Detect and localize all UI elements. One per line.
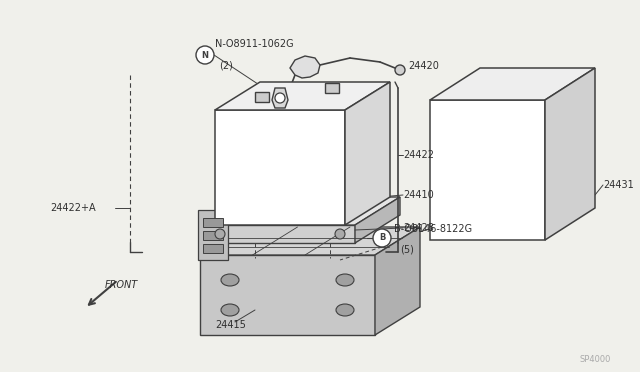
Text: B: B [379,234,385,243]
Polygon shape [290,56,320,78]
Bar [430,100,545,240]
Circle shape [196,46,214,64]
Polygon shape [215,82,390,110]
Circle shape [275,93,285,103]
Bar [255,92,269,102]
Circle shape [373,229,391,247]
Polygon shape [205,197,400,225]
Text: SP4000: SP4000 [580,356,611,365]
Ellipse shape [336,304,354,316]
Polygon shape [375,227,420,335]
Bar [205,225,355,243]
Circle shape [395,65,405,75]
Text: 24422+A: 24422+A [50,203,95,213]
Circle shape [215,229,225,239]
Polygon shape [545,68,595,240]
Polygon shape [200,227,420,255]
Circle shape [335,229,345,239]
Text: 24431: 24431 [603,180,634,190]
Text: (2): (2) [219,60,233,70]
Polygon shape [355,197,400,243]
Polygon shape [430,68,595,100]
Text: N­O8911-1062G: N­O8911-1062G [215,39,294,49]
Ellipse shape [336,274,354,286]
Bar [203,244,223,253]
Text: N: N [202,51,209,60]
Polygon shape [272,88,288,108]
Bar [215,110,345,225]
Bar [325,83,339,93]
Ellipse shape [221,274,239,286]
Ellipse shape [221,304,239,316]
Text: 24428: 24428 [403,223,434,233]
Bar [200,255,375,335]
Bar [203,231,223,240]
Bar [203,218,223,227]
Text: (5): (5) [400,244,414,254]
Text: 24415: 24415 [215,320,246,330]
Text: FRONT: FRONT [105,280,138,290]
Bar [198,210,228,260]
Text: 24420: 24420 [408,61,439,71]
Text: 24410: 24410 [403,190,434,200]
Polygon shape [345,82,390,225]
Text: 24422: 24422 [403,150,434,160]
Text: B­O8146-8122G: B­O8146-8122G [394,224,472,234]
